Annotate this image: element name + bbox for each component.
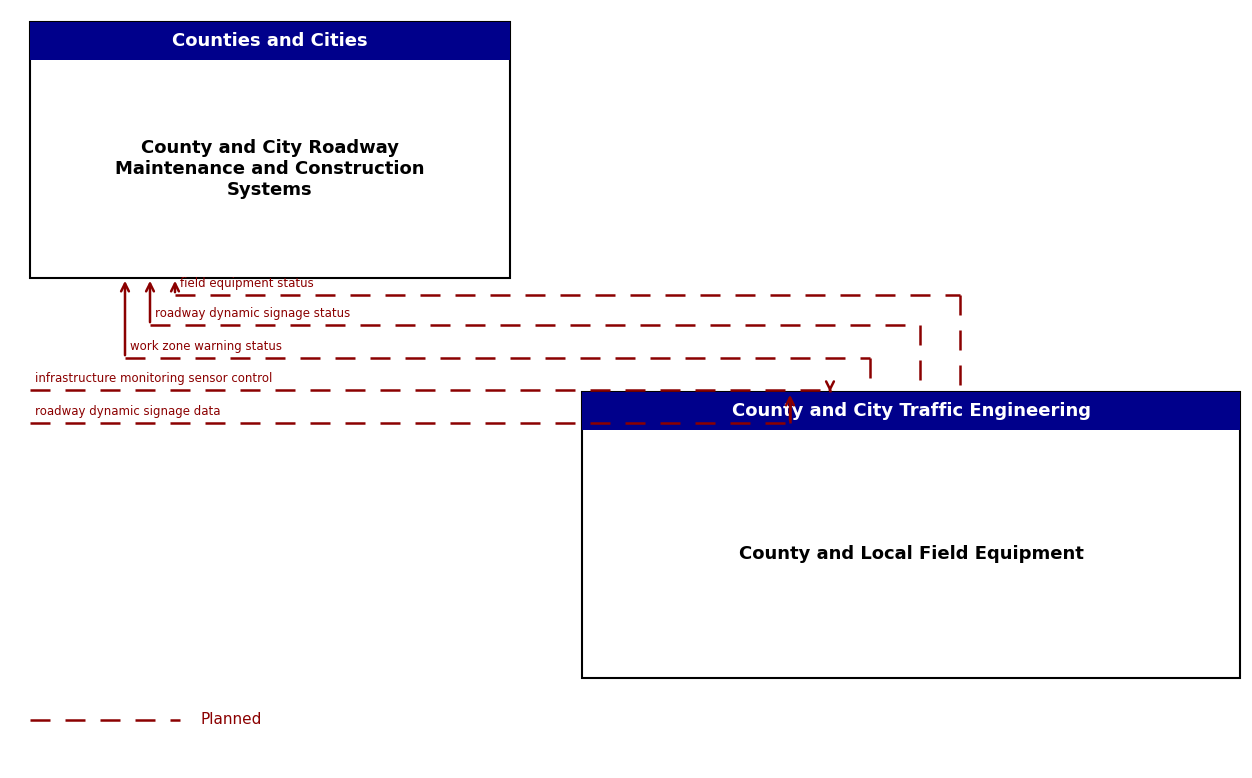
Text: roadway dynamic signage data: roadway dynamic signage data bbox=[35, 405, 220, 418]
Text: infrastructure monitoring sensor control: infrastructure monitoring sensor control bbox=[35, 372, 273, 385]
Bar bbox=[30, 22, 510, 60]
Bar bbox=[30, 22, 510, 278]
Text: Counties and Cities: Counties and Cities bbox=[173, 32, 368, 50]
Text: County and City Roadway
Maintenance and Construction
Systems: County and City Roadway Maintenance and … bbox=[115, 139, 424, 199]
Bar bbox=[582, 392, 1239, 678]
Text: County and City Traffic Engineering: County and City Traffic Engineering bbox=[731, 402, 1090, 420]
Text: field equipment status: field equipment status bbox=[180, 277, 314, 290]
Text: roadway dynamic signage status: roadway dynamic signage status bbox=[155, 307, 351, 320]
Bar bbox=[582, 392, 1239, 430]
Text: County and Local Field Equipment: County and Local Field Equipment bbox=[739, 545, 1083, 563]
Text: Planned: Planned bbox=[200, 713, 262, 727]
Text: work zone warning status: work zone warning status bbox=[130, 340, 282, 353]
